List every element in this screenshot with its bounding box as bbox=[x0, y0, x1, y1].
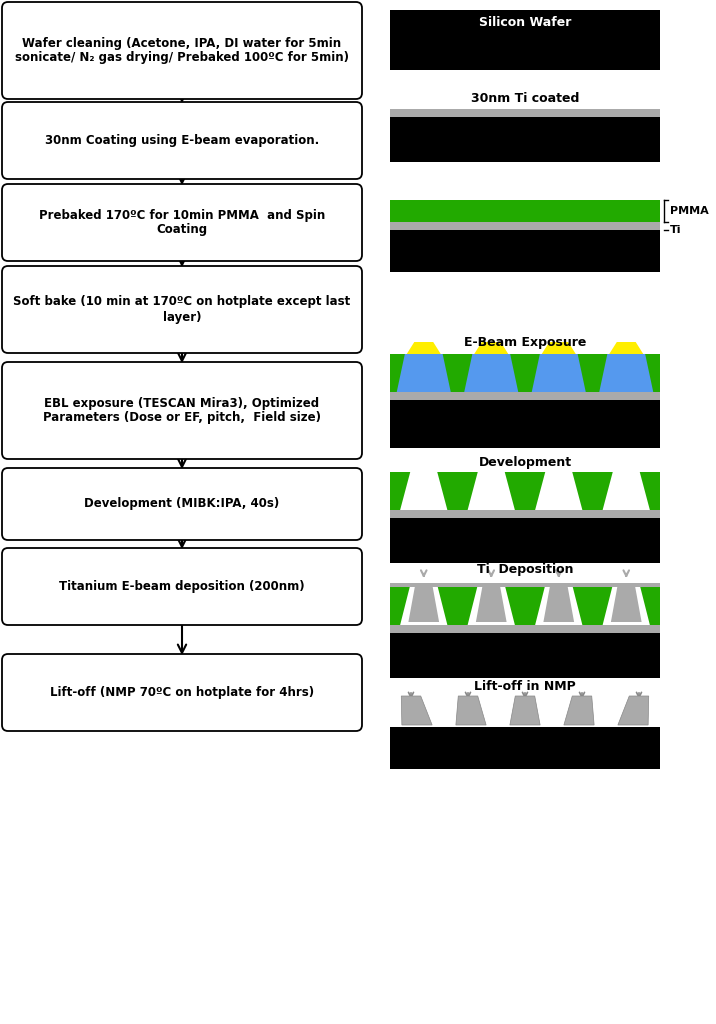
Text: E-Beam Exposure: E-Beam Exposure bbox=[464, 336, 586, 349]
FancyBboxPatch shape bbox=[2, 362, 362, 459]
Text: Ti: Ti bbox=[670, 225, 682, 234]
Polygon shape bbox=[408, 586, 439, 622]
FancyBboxPatch shape bbox=[2, 184, 362, 261]
Bar bbox=[390, 727, 660, 769]
Polygon shape bbox=[609, 342, 643, 354]
Polygon shape bbox=[564, 696, 594, 725]
Polygon shape bbox=[542, 342, 576, 354]
Text: Prebaked 170ºC for 10min PMMA  and Spin
Coating: Prebaked 170ºC for 10min PMMA and Spin C… bbox=[39, 209, 325, 237]
Polygon shape bbox=[535, 585, 582, 625]
Polygon shape bbox=[464, 354, 518, 392]
Bar bbox=[390, 117, 660, 162]
Bar bbox=[390, 510, 660, 518]
Text: 30nm Ti coated: 30nm Ti coated bbox=[471, 92, 579, 105]
Polygon shape bbox=[397, 354, 451, 392]
Bar bbox=[390, 109, 660, 117]
Text: Soft bake (10 min at 170ºC on hotplate except last
layer): Soft bake (10 min at 170ºC on hotplate e… bbox=[14, 296, 351, 324]
Text: Titanium E-beam deposition (200nm): Titanium E-beam deposition (200nm) bbox=[59, 580, 305, 593]
Polygon shape bbox=[456, 696, 486, 725]
FancyBboxPatch shape bbox=[2, 102, 362, 179]
Bar bbox=[390, 400, 660, 449]
Text: PMMA: PMMA bbox=[670, 206, 709, 216]
Bar bbox=[390, 633, 660, 678]
Bar bbox=[390, 222, 660, 230]
Text: Lift-off (NMP 70ºC on hotplate for 4hrs): Lift-off (NMP 70ºC on hotplate for 4hrs) bbox=[50, 686, 314, 699]
Bar bbox=[390, 585, 660, 625]
Bar bbox=[390, 518, 660, 563]
Polygon shape bbox=[532, 354, 586, 392]
Text: EBL exposure (TESCAN Mira3), Optimized
Parameters (Dose or EF, pitch,  Field siz: EBL exposure (TESCAN Mira3), Optimized P… bbox=[43, 396, 321, 425]
Polygon shape bbox=[599, 354, 653, 392]
Bar bbox=[390, 200, 660, 222]
Polygon shape bbox=[618, 696, 649, 725]
Text: Ti  Deposition: Ti Deposition bbox=[477, 563, 574, 575]
Bar bbox=[390, 625, 660, 633]
Bar bbox=[390, 583, 660, 587]
FancyBboxPatch shape bbox=[2, 468, 362, 540]
Polygon shape bbox=[611, 586, 642, 622]
Bar bbox=[390, 10, 660, 70]
Bar bbox=[390, 392, 660, 400]
FancyBboxPatch shape bbox=[2, 266, 362, 353]
Text: Wafer cleaning (Acetone, IPA, DI water for 5min
sonicate/ N₂ gas drying/ Prebake: Wafer cleaning (Acetone, IPA, DI water f… bbox=[15, 37, 349, 65]
FancyBboxPatch shape bbox=[2, 548, 362, 625]
Polygon shape bbox=[543, 586, 574, 622]
Polygon shape bbox=[400, 472, 448, 510]
Text: Development (MIBK:IPA, 40s): Development (MIBK:IPA, 40s) bbox=[84, 498, 280, 511]
Text: Silicon Wafer: Silicon Wafer bbox=[479, 15, 571, 29]
Polygon shape bbox=[474, 342, 508, 354]
Polygon shape bbox=[468, 585, 515, 625]
FancyBboxPatch shape bbox=[2, 2, 362, 99]
Polygon shape bbox=[603, 585, 650, 625]
Polygon shape bbox=[535, 472, 582, 510]
Bar bbox=[390, 230, 660, 272]
Text: Lift-off in NMP: Lift-off in NMP bbox=[474, 680, 576, 693]
Polygon shape bbox=[400, 585, 448, 625]
Polygon shape bbox=[510, 696, 540, 725]
Text: 30nm Coating using E-beam evaporation.: 30nm Coating using E-beam evaporation. bbox=[45, 134, 319, 147]
Bar bbox=[390, 354, 660, 392]
Polygon shape bbox=[401, 696, 432, 725]
Text: Development: Development bbox=[478, 456, 571, 469]
Polygon shape bbox=[407, 342, 441, 354]
Polygon shape bbox=[603, 472, 650, 510]
FancyBboxPatch shape bbox=[2, 654, 362, 731]
Polygon shape bbox=[476, 586, 507, 622]
Bar bbox=[390, 472, 660, 510]
Polygon shape bbox=[468, 472, 515, 510]
